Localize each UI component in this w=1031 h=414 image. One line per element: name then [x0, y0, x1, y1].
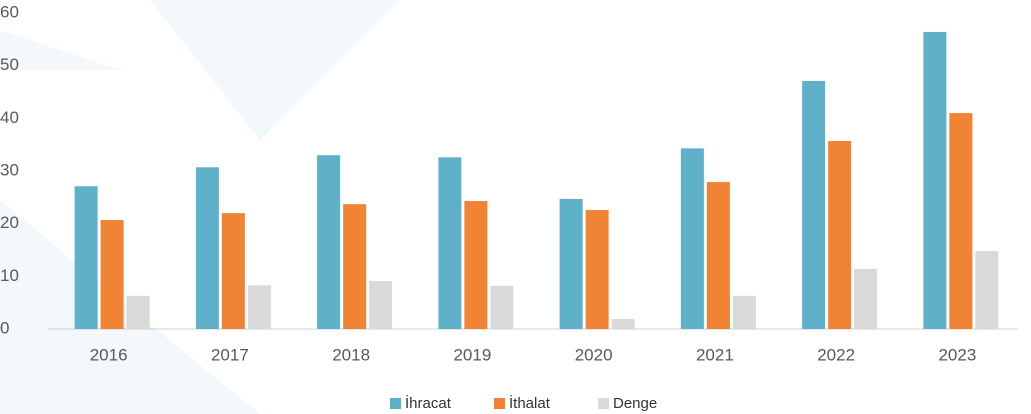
y-tick-label: 40 [0, 108, 19, 127]
y-tick-label: 10 [0, 266, 19, 285]
legend-label: İhracat [405, 394, 452, 412]
legend-swatch [598, 398, 609, 409]
bar [611, 318, 635, 329]
x-tick-label: 2019 [453, 345, 491, 364]
y-tick-label: 30 [0, 160, 19, 179]
x-tick-label: 2021 [696, 345, 734, 364]
watermark [0, 0, 400, 414]
bar [732, 295, 756, 329]
bar [464, 201, 488, 329]
x-tick-label: 2023 [938, 345, 976, 364]
y-tick-label: 50 [0, 55, 19, 74]
bar [828, 140, 852, 329]
x-tick-label: 2018 [332, 345, 370, 364]
bar [802, 80, 826, 329]
x-tick-label: 2016 [90, 345, 128, 364]
x-tick-label: 2020 [575, 345, 613, 364]
legend-label: İthalat [509, 394, 551, 412]
bar [369, 281, 393, 329]
bar [585, 209, 609, 329]
bar [854, 268, 878, 329]
bar [317, 155, 341, 329]
bar [706, 182, 730, 329]
y-tick-label: 0 [0, 318, 9, 337]
bar [343, 204, 367, 329]
bar [74, 186, 98, 329]
bar [680, 148, 704, 329]
legend-swatch [494, 398, 505, 409]
bar [438, 157, 462, 329]
bar [559, 198, 583, 329]
y-tick-label: 60 [0, 2, 19, 21]
y-tick-label: 20 [0, 213, 19, 232]
legend-swatch [390, 398, 401, 409]
bar [195, 167, 219, 329]
bar [949, 113, 973, 329]
x-tick-label: 2017 [211, 345, 249, 364]
bar [126, 295, 150, 329]
legend-label: Denge [613, 395, 657, 412]
bar [100, 219, 124, 329]
x-tick-label: 2022 [817, 345, 855, 364]
bar [975, 251, 999, 329]
bar [247, 285, 271, 329]
bar [490, 285, 514, 329]
bar [221, 213, 245, 329]
bar [923, 31, 947, 330]
